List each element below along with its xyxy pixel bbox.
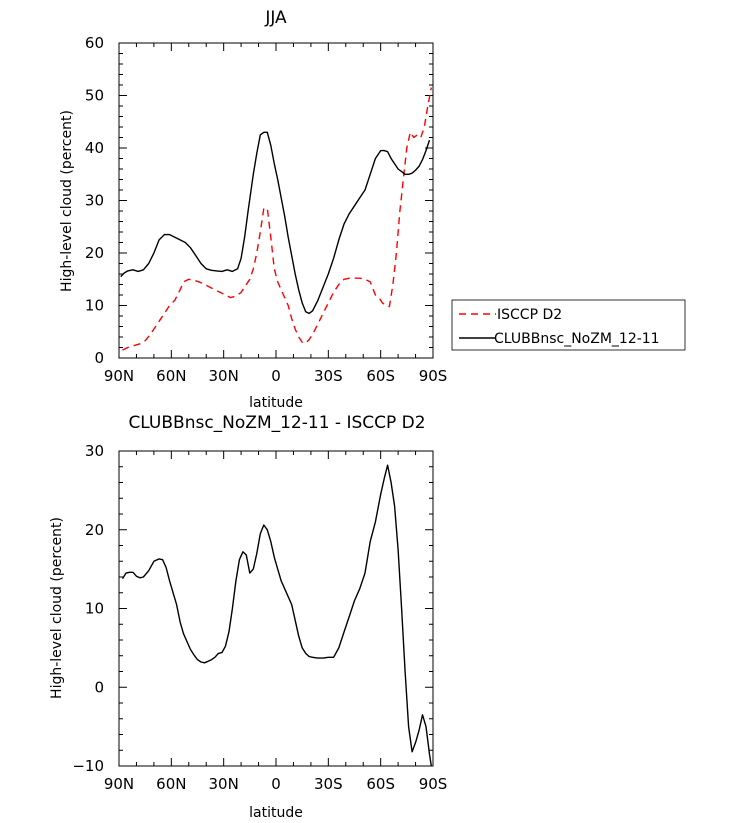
difference-chart: CLUBBnsc_NoZM_12-11 - ISCCP D2 High-leve…	[49, 413, 447, 821]
y-tick-label: 20	[85, 521, 104, 539]
difference-series-line	[121, 464, 432, 767]
y-tick-label: −10	[72, 757, 104, 775]
jja-cloud-chart: JJA High-level cloud (percent) latitude …	[59, 8, 447, 411]
x-tick-label: 60S	[366, 367, 395, 385]
y-tick-label: 40	[85, 139, 104, 157]
y-tick-label: 60	[85, 34, 104, 52]
y-tick-label: 30	[85, 192, 104, 210]
x-axis-label: latitude	[249, 395, 303, 411]
x-tick-label: 30S	[314, 367, 343, 385]
x-tick-label: 30S	[314, 775, 343, 793]
y-tick-label: 10	[85, 297, 104, 315]
y-axis-label: High-level cloud (percent)	[59, 110, 75, 292]
x-tick-label: 90N	[104, 367, 134, 385]
y-tick-label: 30	[85, 442, 104, 460]
legend: ISCCP D2 CLUBBnsc_NoZM_12-11	[451, 299, 686, 351]
legend-label-isccp-d2: ISCCP D2	[497, 307, 562, 323]
x-tick-label: 60N	[156, 367, 186, 385]
x-tick-label: 30N	[209, 367, 239, 385]
y-tick-label: 0	[94, 349, 104, 367]
plot-frame	[118, 42, 434, 359]
legend-label-clubbnsc: CLUBBnsc_NoZM_12-11	[494, 331, 660, 347]
x-tick-label: 90S	[419, 367, 448, 385]
y-tick-label: 10	[85, 600, 104, 618]
x-tick-label: 90S	[419, 775, 448, 793]
series-line-isccp-d2	[122, 87, 432, 351]
x-tick-label: 60S	[366, 775, 395, 793]
plot-frame	[118, 450, 434, 767]
chart-title: CLUBBnsc_NoZM_12-11 - ISCCP D2	[128, 413, 425, 433]
x-axis-label: latitude	[249, 805, 303, 821]
chart-title: JJA	[264, 8, 287, 28]
x-tick-label: 90N	[104, 775, 134, 793]
y-tick-label: 0	[94, 678, 104, 696]
y-axis-label: High-level cloud (percent)	[49, 517, 65, 699]
x-tick-label: 0	[271, 775, 281, 793]
x-tick-label: 30N	[209, 775, 239, 793]
y-tick-label: 50	[85, 87, 104, 105]
y-tick-label: 20	[85, 244, 104, 262]
x-tick-label: 0	[271, 367, 281, 385]
legend-box	[451, 299, 686, 351]
series-line-clubbnsc-nozm-12-11	[120, 131, 431, 315]
x-tick-label: 60N	[156, 775, 186, 793]
